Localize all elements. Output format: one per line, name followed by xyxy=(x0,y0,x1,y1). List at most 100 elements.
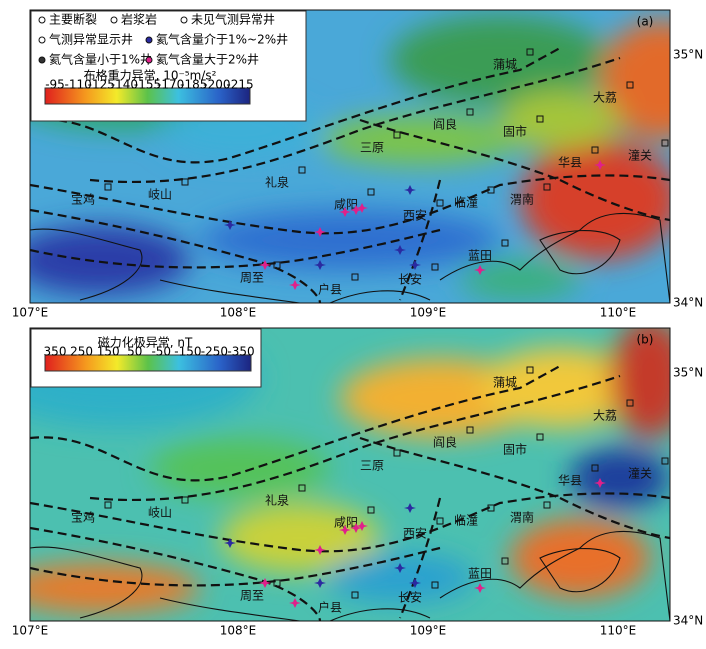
well-marker xyxy=(314,578,326,588)
city-label: 渭南 xyxy=(510,510,534,525)
city-marker xyxy=(626,399,634,407)
anomaly-blob xyxy=(600,20,670,140)
city-marker xyxy=(431,581,439,589)
well-marker xyxy=(474,583,486,593)
legend-label: 岩浆岩 xyxy=(121,12,157,27)
igneous-outline xyxy=(30,228,143,301)
y-axis-label: 35°N xyxy=(673,48,703,62)
colorbar-tick-label: -250 xyxy=(201,345,228,359)
city-marker xyxy=(501,239,509,247)
colorbar-tick-label: -185 xyxy=(180,78,207,92)
city-marker xyxy=(104,501,112,509)
city-label: 临潼 xyxy=(454,513,478,528)
city-label: 礼泉 xyxy=(265,175,289,190)
well-marker xyxy=(314,260,326,270)
city-marker xyxy=(543,501,551,509)
legend-symbol xyxy=(110,16,118,24)
city-label: 大荔 xyxy=(593,91,617,105)
anomaly-blob xyxy=(510,518,650,598)
legend-label: 氦气含量小于1%井 xyxy=(49,52,152,67)
city-label: 咸阳 xyxy=(334,516,358,530)
colorbar-tick-label: -50 xyxy=(151,345,171,359)
city-marker xyxy=(367,188,375,196)
city-label: 长安 xyxy=(398,272,422,287)
well-marker xyxy=(224,220,236,230)
city-label: 宝鸡 xyxy=(71,510,95,525)
x-axis-label: 107°E xyxy=(12,624,49,638)
city-label: 周至 xyxy=(240,271,264,285)
colorbar-tick-label: 50 xyxy=(127,345,142,359)
city-marker xyxy=(591,146,599,154)
fault-line xyxy=(398,497,442,619)
city-label: 华县 xyxy=(558,156,582,170)
igneous-outline xyxy=(329,290,431,303)
panel-label: (a) xyxy=(637,15,654,29)
city-marker xyxy=(436,199,444,207)
city-label: 户县 xyxy=(318,600,342,615)
well-marker xyxy=(339,207,351,217)
well-marker xyxy=(339,525,351,535)
city-marker xyxy=(536,433,544,441)
city-label: 户县 xyxy=(318,282,342,297)
city-marker xyxy=(393,131,401,139)
city-label: 潼关 xyxy=(628,466,652,481)
city-marker xyxy=(466,426,474,434)
city-marker xyxy=(487,504,495,512)
fault-line xyxy=(30,365,561,482)
igneous-outline xyxy=(30,546,143,619)
city-marker xyxy=(181,496,189,504)
igneous-outline xyxy=(159,279,301,303)
city-label: 咸阳 xyxy=(334,198,358,212)
city-label: 礼泉 xyxy=(265,493,289,508)
city-label: 西安 xyxy=(403,208,427,223)
well-marker xyxy=(404,503,416,513)
city-marker xyxy=(501,557,509,565)
well-marker xyxy=(409,260,421,270)
city-marker xyxy=(466,108,474,116)
colorbar-tick-label: -125 xyxy=(88,78,115,92)
city-marker xyxy=(367,506,375,514)
city-label: 蒲城 xyxy=(493,376,517,390)
legend-label: 氦气含量介于1%~2%井 xyxy=(156,32,288,47)
igneous-outline xyxy=(439,530,670,621)
colorbar-title: 布格重力异常, 10⁻⁵m/s² xyxy=(84,68,217,83)
fault-line xyxy=(559,497,670,540)
city-label: 蓝田 xyxy=(468,249,492,263)
x-axis-label: 110°E xyxy=(600,306,637,320)
fault-line xyxy=(30,208,322,303)
colorbar-title: 磁力化极异常, nT xyxy=(98,335,193,350)
legend-symbol xyxy=(38,56,46,64)
city-marker xyxy=(298,166,306,174)
anomaly-blob xyxy=(200,210,500,270)
city-label: 宝鸡 xyxy=(71,192,95,207)
colorbar-tick-label: 150 xyxy=(97,345,120,359)
anomaly-blob xyxy=(480,348,640,428)
igneous-outline xyxy=(329,608,431,621)
well-marker xyxy=(594,478,606,488)
fault-line xyxy=(30,174,670,235)
well-marker xyxy=(259,578,271,588)
anomaly-blob xyxy=(610,328,670,438)
anomaly-blob xyxy=(570,448,670,508)
city-marker xyxy=(273,261,281,269)
city-marker xyxy=(351,591,359,599)
x-axis-label: 109°E xyxy=(410,306,447,320)
anomaly-blob xyxy=(150,438,330,498)
legend-symbol xyxy=(38,16,46,24)
city-label: 阎良 xyxy=(433,435,457,450)
city-label: 大荔 xyxy=(593,409,617,423)
anomaly-blob xyxy=(30,225,190,295)
fault-line xyxy=(559,179,670,222)
city-label: 三原 xyxy=(360,459,384,473)
city-marker xyxy=(104,183,112,191)
colorbar-tick-label: -140 xyxy=(111,78,138,92)
igneous-outline xyxy=(539,548,621,593)
colorbar-tick-label: 250 xyxy=(70,345,93,359)
city-marker xyxy=(626,81,634,89)
well-marker xyxy=(356,203,368,213)
city-marker xyxy=(661,139,669,147)
anomaly-blob xyxy=(520,140,670,260)
